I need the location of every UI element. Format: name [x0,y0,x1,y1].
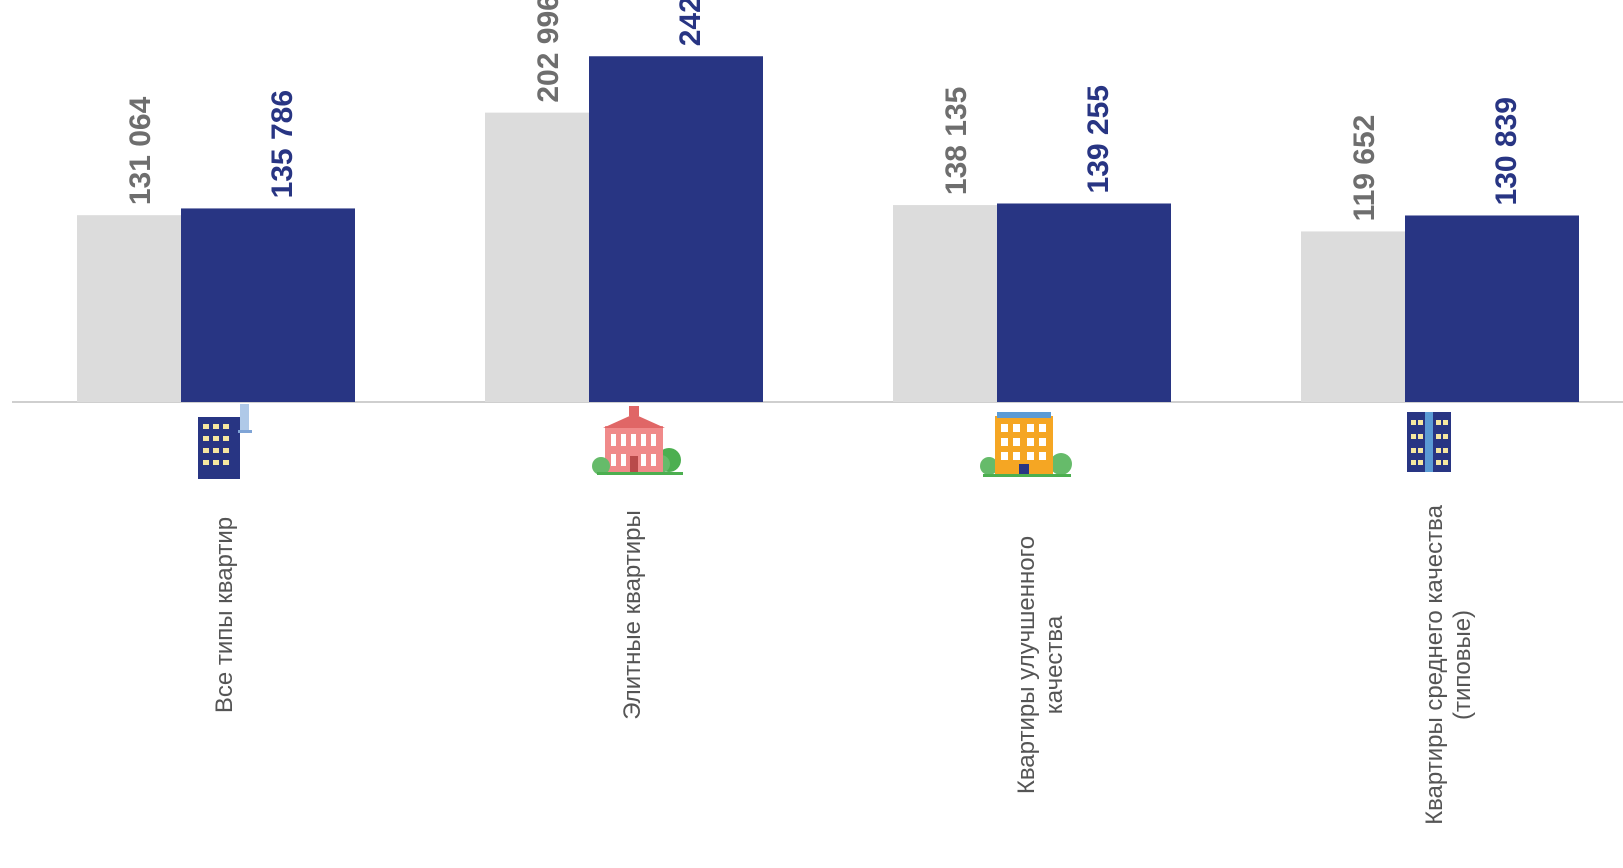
improved-building-icon [980,412,1072,477]
category-labels-layer: Все типы квартир Элитные квартиры Квартиры… [211,504,1476,824]
value-label-series-2-cat-4: 130 839 [1490,97,1523,205]
category-label-3-line-1: Квартиры улучшенного [1013,536,1040,794]
bar-series-1-cat-1 [77,215,181,402]
category-label-1: Все типы квартир [211,517,238,713]
category-label-3-line-2: качества [1041,615,1068,714]
bar-series-1-cat-3 [893,205,997,402]
bars-layer [77,56,1579,402]
category-icons-layer [198,404,1451,479]
value-label-series-2-cat-1: 135 786 [266,90,299,198]
value-labels-layer: 131 064 135 786 202 996 242 540 138 135 139 2… [124,0,1523,221]
elite-building-icon [592,406,683,475]
category-label-4-line-2: (типовые) [1449,610,1476,720]
bar-series-2-cat-1 [181,208,355,402]
apartment-block-icon [198,404,252,479]
value-label-series-2-cat-2: 242 540 [674,0,707,46]
value-label-series-1-cat-2: 202 996 [532,0,565,103]
bar-series-2-cat-3 [997,203,1171,402]
bar-series-2-cat-4 [1405,215,1579,402]
category-label-4-line-1: Квартиры среднего качества [1421,504,1448,824]
category-label-2: Элитные квартиры [619,510,646,720]
bar-series-1-cat-4 [1301,231,1405,402]
bar-series-1-cat-2 [485,112,589,402]
bar-series-2-cat-2 [589,56,763,402]
value-label-series-2-cat-3: 139 255 [1082,85,1115,193]
value-label-series-1-cat-3: 138 135 [940,87,973,195]
value-label-series-1-cat-1: 131 064 [124,96,157,205]
value-label-series-1-cat-4: 119 652 [1348,115,1381,222]
typical-building-icon [1407,412,1451,472]
